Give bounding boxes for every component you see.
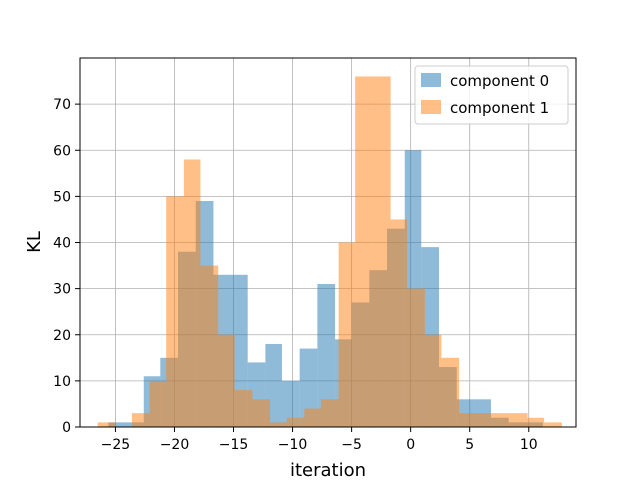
y-tick-label: 40 xyxy=(53,236,71,252)
x-tick-label: 10 xyxy=(520,437,538,453)
bar-component-1 xyxy=(286,417,305,427)
bar-component-1 xyxy=(97,422,116,427)
bar-component-0 xyxy=(299,348,318,427)
y-tick-label: 0 xyxy=(62,420,71,436)
bar-component-1 xyxy=(200,265,219,427)
y-tick-label: 70 xyxy=(53,97,71,113)
x-tick-label: −20 xyxy=(160,437,190,453)
bar-component-1 xyxy=(544,422,562,427)
y-axis-label: KL xyxy=(24,231,45,253)
x-tick-label: −5 xyxy=(341,437,362,453)
bar-component-1 xyxy=(149,380,167,427)
x-tick-label: −10 xyxy=(278,437,308,453)
bar-component-1 xyxy=(131,413,150,427)
bar-component-1 xyxy=(270,422,287,427)
bar-component-1 xyxy=(304,408,321,427)
bar-component-1 xyxy=(218,334,235,427)
legend-label-component-0: component 0 xyxy=(450,72,549,90)
bar-component-0 xyxy=(317,284,336,427)
bar-component-0 xyxy=(281,380,300,427)
bar-component-1 xyxy=(475,413,494,427)
bar-component-1 xyxy=(183,159,201,427)
bar-component-1 xyxy=(372,76,391,427)
legend-swatch-component-1 xyxy=(421,100,441,114)
bar-component-1 xyxy=(441,357,460,427)
bar-component-1 xyxy=(355,76,373,427)
bar-component-1 xyxy=(509,413,528,427)
bar-component-1 xyxy=(407,288,425,427)
y-tick-label: 50 xyxy=(53,189,71,205)
bar-component-1 xyxy=(390,219,408,427)
y-tick-label: 20 xyxy=(53,328,71,344)
bar-component-1 xyxy=(527,417,545,427)
x-tick-label: 5 xyxy=(465,437,474,453)
bar-component-0 xyxy=(108,422,127,427)
y-tick-label: 10 xyxy=(53,374,71,390)
bar-component-1 xyxy=(338,242,356,427)
legend: component 0 component 1 xyxy=(414,65,569,125)
x-tick-label: −15 xyxy=(219,437,249,453)
bar-component-1 xyxy=(424,334,442,427)
bar-component-1 xyxy=(234,390,253,427)
y-tick-label: 60 xyxy=(53,143,71,159)
x-tick-label: 0 xyxy=(406,437,415,453)
bars xyxy=(97,76,562,427)
bar-component-1 xyxy=(493,413,510,427)
legend-swatch-component-0 xyxy=(421,73,441,87)
bar-component-1 xyxy=(320,399,339,427)
legend-box xyxy=(414,65,569,125)
axis-ticks: −25 −20 −15 −10 −5 0 5 10 0 10 20 30 40 50 60 70 xyxy=(53,97,538,453)
legend-label-component-1: component 1 xyxy=(450,99,549,117)
x-axis-label: iteration xyxy=(290,460,366,480)
x-tick-label: −25 xyxy=(101,437,131,453)
bar-component-1 xyxy=(166,196,184,427)
bar-component-1 xyxy=(252,399,271,427)
y-tick-label: 30 xyxy=(53,282,71,298)
bar-component-1 xyxy=(459,413,476,427)
